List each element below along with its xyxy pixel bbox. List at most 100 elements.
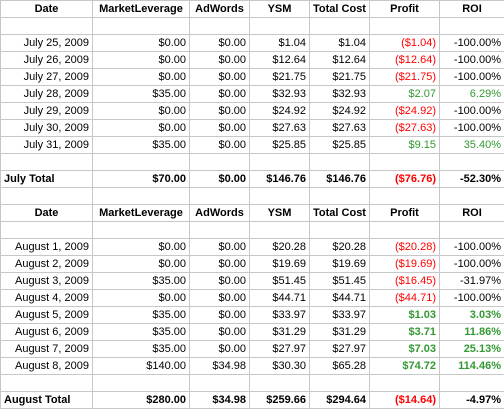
total-label[interactable]: July Total: [0, 170, 93, 188]
total-cost-cell[interactable]: $31.29: [309, 323, 370, 341]
adwords-cell[interactable]: $0.00: [189, 238, 250, 256]
ysm-cell[interactable]: $19.69: [249, 255, 310, 273]
col-header-roi[interactable]: ROI: [439, 204, 504, 222]
marketleverage-cell[interactable]: $35.00: [92, 136, 190, 154]
marketleverage-cell[interactable]: $35.00: [92, 85, 190, 103]
total-cost-cell[interactable]: $51.45: [309, 272, 370, 290]
date-cell[interactable]: July 27, 2009: [0, 68, 93, 86]
empty-cell[interactable]: [0, 221, 93, 239]
date-cell[interactable]: August 1, 2009: [0, 238, 93, 256]
ysm-cell[interactable]: $12.64: [249, 51, 310, 69]
date-cell[interactable]: August 3, 2009: [0, 272, 93, 290]
empty-cell[interactable]: [309, 187, 370, 205]
profit-cell[interactable]: ($24.92): [369, 102, 440, 120]
empty-cell[interactable]: [92, 17, 190, 35]
empty-cell[interactable]: [249, 153, 310, 171]
profit-cell[interactable]: ($12.64): [369, 51, 440, 69]
total-cost-cell[interactable]: $12.64: [309, 51, 370, 69]
empty-cell[interactable]: [249, 17, 310, 35]
roi-cell[interactable]: 11.86%: [439, 323, 504, 341]
ysm-cell[interactable]: $31.29: [249, 323, 310, 341]
empty-cell[interactable]: [369, 221, 440, 239]
empty-cell[interactable]: [0, 374, 93, 392]
roi-cell[interactable]: -100.00%: [439, 34, 504, 52]
col-header-total-cost[interactable]: Total Cost: [309, 0, 370, 18]
roi-cell[interactable]: -100.00%: [439, 119, 504, 137]
empty-cell[interactable]: [309, 17, 370, 35]
marketleverage-cell[interactable]: $0.00: [92, 238, 190, 256]
total-cost-cell[interactable]: $19.69: [309, 255, 370, 273]
marketleverage-cell[interactable]: $0.00: [92, 255, 190, 273]
adwords-cell[interactable]: $0.00: [189, 136, 250, 154]
adwords-cell[interactable]: $0.00: [189, 85, 250, 103]
marketleverage-cell[interactable]: $35.00: [92, 323, 190, 341]
col-header-roi[interactable]: ROI: [439, 0, 504, 18]
ysm-cell[interactable]: $27.97: [249, 340, 310, 358]
roi-cell[interactable]: -100.00%: [439, 68, 504, 86]
empty-cell[interactable]: [92, 374, 190, 392]
col-header-marketleverage[interactable]: MarketLeverage: [92, 0, 190, 18]
empty-cell[interactable]: [369, 17, 440, 35]
adwords-cell[interactable]: $0.00: [189, 51, 250, 69]
adwords-cell[interactable]: $0.00: [189, 119, 250, 137]
total-profit-cell[interactable]: ($14.64): [369, 391, 440, 409]
profit-cell[interactable]: ($16.45): [369, 272, 440, 290]
empty-cell[interactable]: [189, 374, 250, 392]
marketleverage-cell[interactable]: $35.00: [92, 272, 190, 290]
empty-cell[interactable]: [92, 187, 190, 205]
marketleverage-cell[interactable]: $0.00: [92, 119, 190, 137]
date-cell[interactable]: August 8, 2009: [0, 357, 93, 375]
roi-cell[interactable]: -100.00%: [439, 289, 504, 307]
empty-cell[interactable]: [249, 374, 310, 392]
col-header-profit[interactable]: Profit: [369, 204, 440, 222]
profit-cell[interactable]: ($27.63): [369, 119, 440, 137]
empty-cell[interactable]: [439, 17, 504, 35]
total-total-cost-cell[interactable]: $146.76: [309, 170, 370, 188]
marketleverage-cell[interactable]: $140.00: [92, 357, 190, 375]
marketleverage-cell[interactable]: $0.00: [92, 51, 190, 69]
profit-cell[interactable]: ($20.28): [369, 238, 440, 256]
total-cost-cell[interactable]: $33.97: [309, 306, 370, 324]
profit-cell[interactable]: ($1.04): [369, 34, 440, 52]
total-marketleverage-cell[interactable]: $280.00: [92, 391, 190, 409]
empty-cell[interactable]: [189, 187, 250, 205]
total-marketleverage-cell[interactable]: $70.00: [92, 170, 190, 188]
empty-cell[interactable]: [439, 374, 504, 392]
profit-cell[interactable]: ($21.75): [369, 68, 440, 86]
ysm-cell[interactable]: $33.97: [249, 306, 310, 324]
ysm-cell[interactable]: $24.92: [249, 102, 310, 120]
profit-cell[interactable]: $9.15: [369, 136, 440, 154]
roi-cell[interactable]: 3.03%: [439, 306, 504, 324]
empty-cell[interactable]: [309, 374, 370, 392]
date-cell[interactable]: July 25, 2009: [0, 34, 93, 52]
total-cost-cell[interactable]: $44.71: [309, 289, 370, 307]
total-ysm-cell[interactable]: $259.66: [249, 391, 310, 409]
adwords-cell[interactable]: $0.00: [189, 255, 250, 273]
total-cost-cell[interactable]: $65.28: [309, 357, 370, 375]
profit-cell[interactable]: $7.03: [369, 340, 440, 358]
total-cost-cell[interactable]: $20.28: [309, 238, 370, 256]
col-header-ysm[interactable]: YSM: [249, 204, 310, 222]
col-header-total-cost[interactable]: Total Cost: [309, 204, 370, 222]
roi-cell[interactable]: 6.29%: [439, 85, 504, 103]
marketleverage-cell[interactable]: $35.00: [92, 340, 190, 358]
adwords-cell[interactable]: $0.00: [189, 102, 250, 120]
profit-cell[interactable]: $1.03: [369, 306, 440, 324]
roi-cell[interactable]: 114.46%: [439, 357, 504, 375]
empty-cell[interactable]: [249, 221, 310, 239]
adwords-cell[interactable]: $0.00: [189, 306, 250, 324]
total-cost-cell[interactable]: $27.97: [309, 340, 370, 358]
date-cell[interactable]: August 5, 2009: [0, 306, 93, 324]
empty-cell[interactable]: [189, 17, 250, 35]
adwords-cell[interactable]: $0.00: [189, 289, 250, 307]
date-cell[interactable]: July 31, 2009: [0, 136, 93, 154]
roi-cell[interactable]: -100.00%: [439, 51, 504, 69]
date-cell[interactable]: August 6, 2009: [0, 323, 93, 341]
ysm-cell[interactable]: $25.85: [249, 136, 310, 154]
date-cell[interactable]: August 2, 2009: [0, 255, 93, 273]
ysm-cell[interactable]: $30.30: [249, 357, 310, 375]
date-cell[interactable]: July 26, 2009: [0, 51, 93, 69]
total-ysm-cell[interactable]: $146.76: [249, 170, 310, 188]
col-header-profit[interactable]: Profit: [369, 0, 440, 18]
ysm-cell[interactable]: $21.75: [249, 68, 310, 86]
